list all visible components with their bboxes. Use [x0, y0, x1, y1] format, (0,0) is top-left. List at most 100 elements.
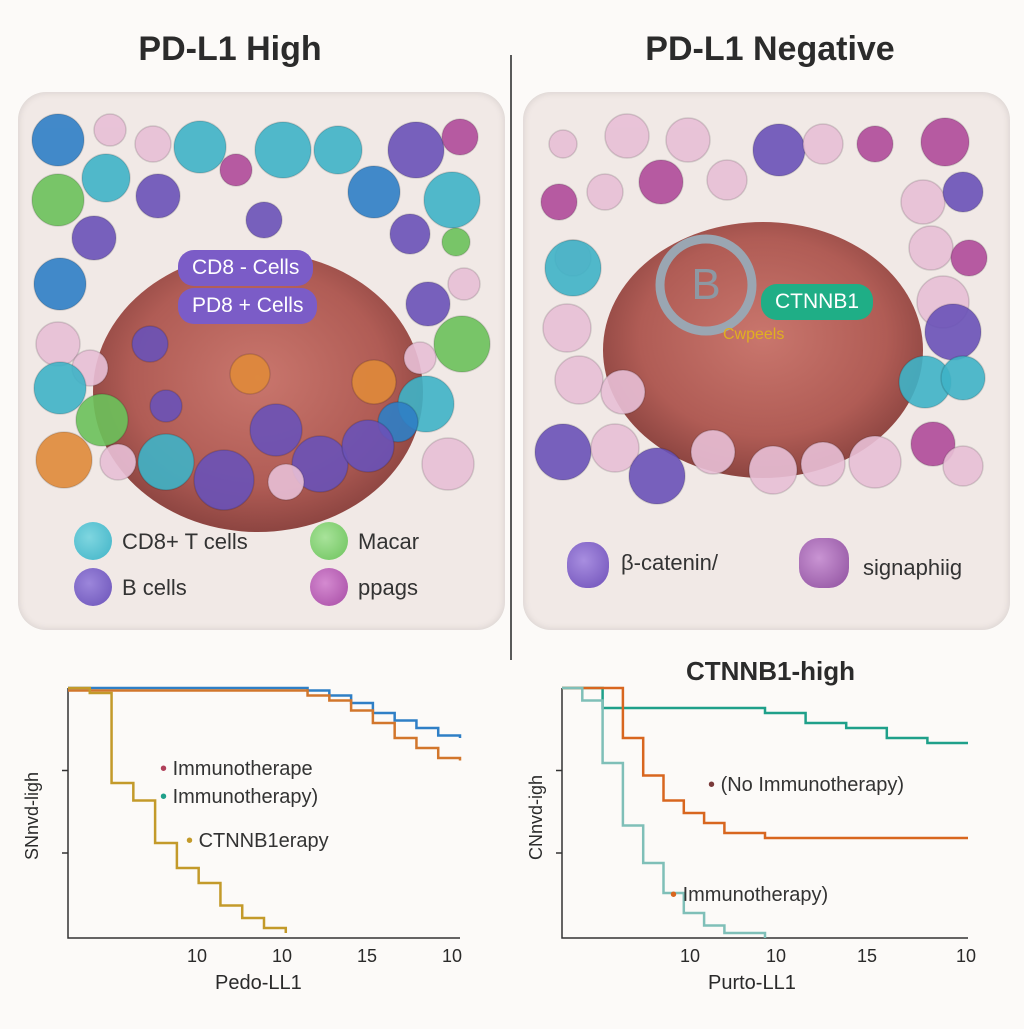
immune-cell [341, 419, 395, 473]
ring-letter: B [691, 260, 720, 309]
immune-cell [193, 449, 255, 511]
right-survival-chart: CTNNB1-high CNnvd-igh Purto-LL1 10 10 15… [512, 650, 1024, 1024]
right-chart-svg [556, 686, 968, 939]
right-y-axis-label: CNnvd-igh [526, 774, 546, 860]
legend-purple-cell-icon [74, 568, 112, 606]
immune-cell [942, 171, 984, 213]
immune-cell [942, 445, 984, 487]
immune-cell [267, 463, 305, 501]
immune-cell [748, 445, 798, 495]
immune-cell [33, 361, 87, 415]
left-chart-svg [62, 686, 462, 939]
immune-cell [421, 437, 475, 491]
legend-signaling-cluster-icon [799, 538, 849, 588]
left-y-axis-label: SNnvd-ligh [22, 771, 42, 860]
immune-cell [433, 315, 491, 373]
immune-cell [548, 129, 578, 159]
right-x-tick: 10 [956, 946, 977, 966]
center-divider [510, 55, 512, 660]
right-legend-1: • (No Immunotherapy) [708, 774, 904, 796]
immune-cell [908, 225, 954, 271]
immune-cell [534, 423, 592, 481]
left-x-tick: 10 [442, 946, 463, 966]
immune-cell [447, 267, 481, 301]
immune-cell [441, 118, 479, 156]
immune-cell [856, 125, 894, 163]
immune-cell [75, 393, 129, 447]
right-x-tick: 15 [857, 946, 878, 966]
immune-cell [802, 123, 844, 165]
immune-cell [423, 171, 481, 229]
immune-cell [950, 239, 988, 277]
legend-beta-catenin: β-catenin/ [621, 550, 719, 575]
immune-cell [590, 423, 640, 473]
immune-cell [586, 173, 624, 211]
immune-cell [690, 429, 736, 475]
immune-cell [99, 443, 137, 481]
survival-curve-2 [562, 686, 767, 938]
immune-cell [544, 239, 602, 297]
immune-cell [900, 179, 946, 225]
immune-cell [93, 113, 127, 147]
left-legend-2: • Immunotherapy) [160, 786, 319, 808]
immune-cell [173, 120, 227, 174]
right-legend-2: • Immunotherapy) [670, 884, 829, 906]
immune-cell [313, 125, 363, 175]
immune-cell [542, 303, 592, 353]
immune-cell [35, 431, 93, 489]
right-x-tick: 10 [680, 946, 701, 966]
left-x-tick: 15 [357, 946, 378, 966]
immune-cell [604, 113, 650, 159]
immune-cell [924, 303, 982, 361]
immune-cell [135, 173, 181, 219]
immune-cell [638, 159, 684, 205]
immune-cell [389, 213, 431, 255]
immune-cell [351, 359, 397, 405]
legend-teal-cell-icon [74, 522, 112, 560]
immune-cell [387, 121, 445, 179]
chart-axes [561, 688, 968, 939]
immune-cell [940, 355, 986, 401]
immune-cell [229, 353, 271, 395]
immune-cell [554, 355, 604, 405]
left-x-tick: 10 [272, 946, 293, 966]
immune-cell [131, 325, 169, 363]
left-legend-3: • CTNNB1erapy [186, 830, 329, 852]
legend-ppags: ppags [358, 575, 418, 600]
left-cell-illustration [31, 113, 491, 532]
immune-cell [254, 121, 312, 179]
immune-cell [31, 113, 85, 167]
immune-cell [81, 153, 131, 203]
survival-curve-2 [68, 686, 288, 933]
tag-ctnnb1: CTNNB1 [761, 284, 874, 320]
immune-cell [405, 281, 451, 327]
immune-cell [628, 447, 686, 505]
immune-cell [848, 435, 902, 489]
immune-cell [706, 159, 748, 201]
panel-pd-l1-high: CD8 - Cells PD8 + Cells CD8+ T cells Mac… [18, 92, 505, 630]
survival-curve-0 [562, 686, 968, 745]
legend-green-cell-icon [310, 522, 348, 560]
legend-cd8-t-cells: CD8+ T cells [122, 529, 248, 554]
immune-cell [149, 389, 183, 423]
immune-cell [33, 257, 87, 311]
immune-cell [219, 153, 253, 187]
immune-cell [920, 117, 970, 167]
immune-cell [291, 435, 349, 493]
right-x-axis-label: Purto-LL1 [708, 972, 796, 994]
right-chart-title: CTNNB1-high [686, 656, 855, 686]
title-pd-l1-negative: PD-L1 Negative [645, 30, 895, 68]
immune-cell [540, 183, 578, 221]
survival-curve-1 [68, 689, 462, 761]
left-x-tick: 10 [187, 946, 208, 966]
immune-cell [137, 433, 195, 491]
tag-cwpeels: Cwpeels [723, 326, 785, 343]
left-legend-1: • Immunotherape [160, 758, 313, 780]
immune-cell [752, 123, 806, 177]
immune-cell [600, 369, 646, 415]
immune-cell [800, 441, 846, 487]
survival-curve-0 [68, 686, 462, 738]
legend-signaphiig: signaphiig [863, 555, 963, 580]
immune-cell [665, 117, 711, 163]
tag-cd8-cells: CD8 - Cells [178, 250, 314, 286]
